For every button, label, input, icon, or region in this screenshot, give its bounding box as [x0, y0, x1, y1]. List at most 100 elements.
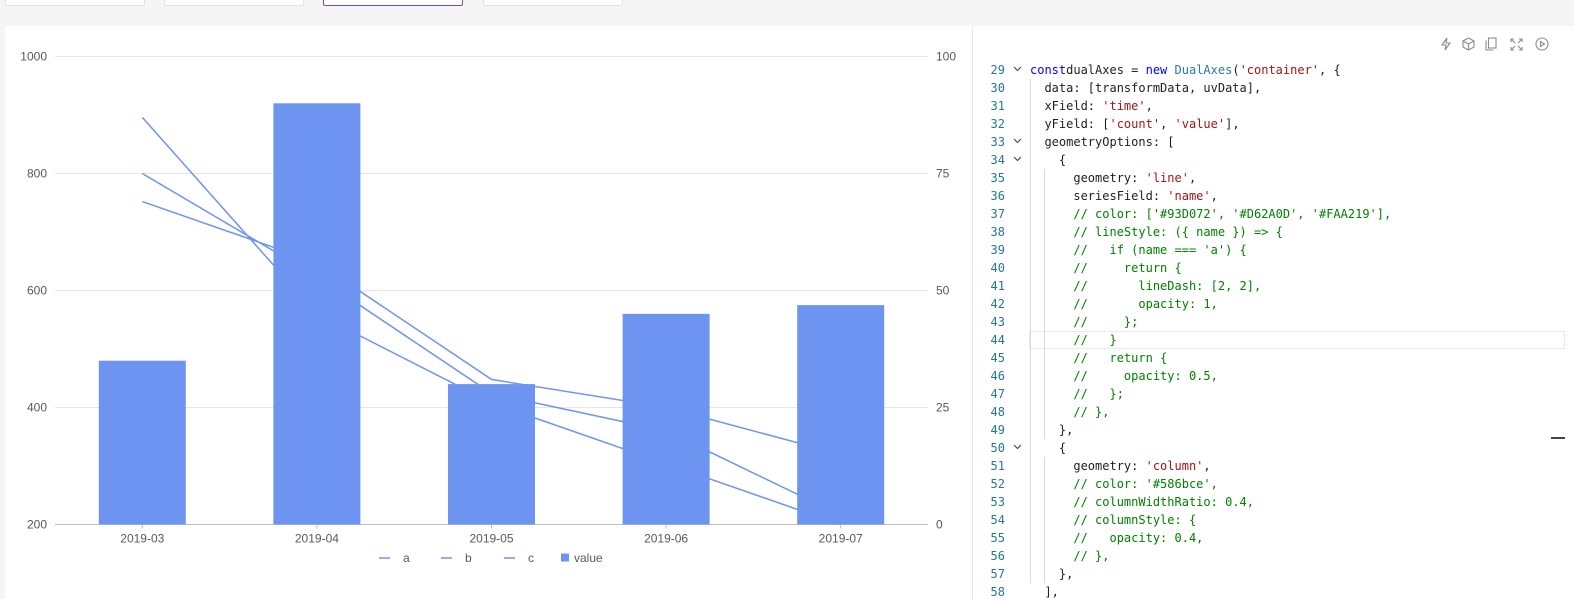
code-editor[interactable]: 29 constdualAxes = new DualAxes('containe… — [972, 26, 1574, 599]
scrollbar-marker[interactable] — [1551, 437, 1565, 439]
column-bar — [448, 384, 535, 525]
code-line[interactable]: 29 constdualAxes = new DualAxes('containe… — [973, 61, 1574, 79]
left-axis-tick-label: 800 — [27, 167, 47, 181]
code-line[interactable]: 50 { — [973, 439, 1574, 457]
code-line[interactable]: 41 // lineDash: [2, 2], — [973, 277, 1574, 295]
left-axis-tick-label: 600 — [27, 284, 47, 298]
line-number: 30 — [990, 81, 1005, 95]
fold-chevron-icon[interactable] — [1011, 61, 1023, 79]
code-line[interactable]: 32 yField: ['count', 'value'], — [973, 115, 1574, 133]
code-text: geometryOptions: [ — [1030, 135, 1175, 149]
line-number: 43 — [990, 315, 1005, 329]
code-text: // }; — [1030, 387, 1124, 401]
column-bar — [98, 360, 186, 525]
column-bar — [622, 313, 710, 525]
line-number: 50 — [990, 441, 1005, 455]
code-text: xField: 'time', — [1030, 99, 1153, 113]
code-line[interactable]: 49 }, — [973, 421, 1574, 439]
code-line[interactable]: 57 }, — [973, 565, 1574, 583]
code-line[interactable]: 42 // opacity: 1, — [973, 295, 1574, 313]
line-number: 37 — [990, 207, 1005, 221]
code-text: // }, — [1030, 405, 1110, 419]
code-text: }, — [1030, 567, 1074, 581]
code-text: // return { — [1030, 261, 1182, 275]
cube-icon[interactable] — [1461, 37, 1475, 51]
code-line[interactable]: 56 // }, — [973, 547, 1574, 565]
code-text: // }; — [1030, 315, 1139, 329]
code-line[interactable]: 34 { — [973, 151, 1574, 169]
expand-icon[interactable] — [1509, 37, 1523, 51]
code-line[interactable]: 31 xField: 'time', — [973, 97, 1574, 115]
line-number: 47 — [990, 387, 1005, 401]
code-line[interactable]: 45 // return { — [973, 349, 1574, 367]
copy-icon[interactable] — [1484, 37, 1498, 51]
tab-2[interactable] — [164, 0, 304, 6]
code-text: // return { — [1030, 351, 1168, 365]
right-axis-tick-label: 75 — [936, 167, 950, 181]
code-line[interactable]: 43 // }; — [973, 313, 1574, 331]
code-line[interactable]: 38 // lineStyle: ({ name }) => { — [973, 223, 1574, 241]
x-axis-tick-label: 2019-03 — [120, 532, 164, 546]
tab-3-active[interactable] — [323, 0, 463, 6]
line-series-a — [141, 116, 841, 526]
code-text: seriesField: 'name', — [1030, 189, 1218, 203]
code-line[interactable]: 53 // columnWidthRatio: 0.4, — [973, 493, 1574, 511]
code-lines[interactable]: 29 constdualAxes = new DualAxes('containe… — [973, 61, 1574, 599]
left-axis-tick-label: 1000 — [20, 50, 47, 64]
code-text: geometry: 'line', — [1030, 171, 1197, 185]
line-number: 48 — [990, 405, 1005, 419]
line-number: 56 — [990, 549, 1005, 563]
code-line[interactable]: 37 // color: ['#93D072', '#D62A0D', '#FA… — [973, 205, 1574, 223]
tab-1[interactable] — [5, 0, 145, 6]
code-line[interactable]: 48 // }, — [973, 403, 1574, 421]
editor-toolbar — [973, 26, 1574, 62]
chart-panel: 1000 800 600 400 200 100 75 50 25 0 2019-03 2019-04… — [5, 26, 972, 599]
chart-legend: a b c value — [379, 551, 603, 565]
line-number: 52 — [990, 477, 1005, 491]
fold-chevron-icon[interactable] — [1011, 133, 1023, 151]
code-text: // } — [1030, 333, 1117, 347]
code-line[interactable]: 55 // opacity: 0.4, — [973, 529, 1574, 547]
code-line[interactable]: 46 // opacity: 0.5, — [973, 367, 1574, 385]
line-number: 53 — [990, 495, 1005, 509]
code-line[interactable]: 47 // }; — [973, 385, 1574, 403]
lightning-icon[interactable] — [1439, 37, 1453, 51]
code-line[interactable]: 33 geometryOptions: [ — [973, 133, 1574, 151]
tab-4[interactable] — [483, 0, 623, 6]
column-bar — [797, 305, 885, 525]
fold-chevron-icon[interactable] — [1011, 151, 1023, 169]
line-number: 57 — [990, 567, 1005, 581]
x-axis-tick-label: 2019-04 — [295, 532, 339, 546]
indent-guide — [1044, 169, 1045, 439]
code-line[interactable]: 39 // if (name === 'a') { — [973, 241, 1574, 259]
line-number: 42 — [990, 297, 1005, 311]
code-line[interactable]: 54 // columnStyle: { — [973, 511, 1574, 529]
code-line[interactable]: 52 // color: '#586bce', — [973, 475, 1574, 493]
fold-chevron-icon[interactable] — [1011, 439, 1023, 457]
right-axis-tick-label: 0 — [936, 518, 943, 532]
code-text: { — [1030, 441, 1067, 455]
x-axis-tick-label: 2019-06 — [644, 532, 688, 546]
code-line[interactable]: 35 geometry: 'line', — [973, 169, 1574, 187]
play-icon[interactable] — [1535, 37, 1549, 51]
code-line[interactable]: 58 ], — [973, 583, 1574, 599]
top-tab-bar — [0, 0, 1574, 26]
code-line[interactable]: 36 seriesField: 'name', — [973, 187, 1574, 205]
line-number: 51 — [990, 459, 1005, 473]
line-number: 45 — [990, 351, 1005, 365]
code-text: // lineDash: [2, 2], — [1030, 279, 1262, 293]
code-line[interactable]: 51 geometry: 'column', — [973, 457, 1574, 475]
code-text: { — [1030, 153, 1067, 167]
legend-marker-value — [561, 553, 569, 562]
line-number: 39 — [990, 243, 1005, 257]
code-line[interactable]: 44 // } — [973, 331, 1574, 349]
code-line[interactable]: 30 data: [transformData, uvData], — [973, 79, 1574, 97]
code-line[interactable]: 40 // return { — [973, 259, 1574, 277]
legend-label-b: b — [465, 551, 472, 565]
legend-label-a: a — [403, 551, 410, 565]
x-axis-tick-label: 2019-05 — [469, 532, 513, 546]
x-axis-tick-label: 2019-07 — [819, 532, 863, 546]
code-text: yField: ['count', 'value'], — [1030, 117, 1240, 131]
code-text: // columnStyle: { — [1030, 513, 1197, 527]
code-text: }, — [1030, 423, 1074, 437]
